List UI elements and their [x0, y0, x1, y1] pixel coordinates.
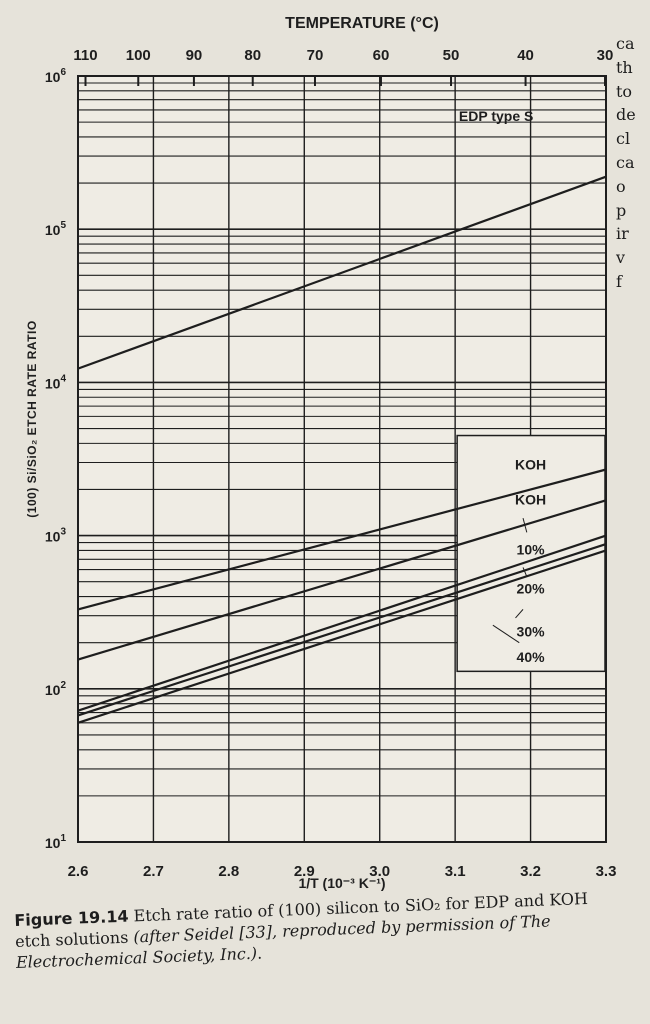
y-tick-label: 102 [45, 680, 67, 698]
grid-layer [77, 75, 607, 843]
temperature-tick-label: 110 [73, 47, 97, 64]
x-tick-label: 3.3 [596, 863, 617, 880]
series-line [77, 534, 607, 712]
chart-title: TEMPERATURE (°C) [285, 15, 439, 32]
koh-concentration-label: KOH [515, 491, 546, 507]
edp-series-label: EDP type S [459, 108, 533, 124]
series-line [77, 549, 607, 724]
x-tick-label: 3.0 [369, 863, 390, 880]
series-line [77, 468, 607, 611]
temperature-tick-label: 60 [373, 47, 390, 64]
koh-concentration-label: 10% [517, 542, 546, 558]
x-tick-label: 2.7 [143, 863, 164, 880]
koh-concentration-label: 20% [517, 580, 546, 596]
y-tick-label: 101 [45, 833, 67, 851]
y-axis-label: (100) Si/SiO₂ ETCH RATE RATIO [25, 320, 39, 517]
series-line [77, 543, 607, 717]
x-axis-label: 1/T (10⁻³ K⁻¹) [298, 875, 385, 891]
x-tick-label: 2.8 [218, 863, 239, 880]
x-tick-label: 2.6 [68, 863, 89, 880]
koh-concentration-label: 30% [517, 623, 546, 639]
y-tick-label: 104 [45, 373, 67, 391]
margin-line: v [616, 248, 626, 268]
margin-line: f [616, 271, 622, 291]
label-leader [522, 567, 528, 577]
label-leader [515, 609, 524, 619]
temperature-tick-label: 40 [517, 47, 534, 64]
koh-concentration-label: 40% [517, 649, 546, 665]
y-tick-label: 103 [45, 527, 67, 545]
label-layer: 110 100 90 80 70 60 50 40 30 TEMPERATURE (°C) 2.6 2… [25, 15, 616, 891]
margin-line: th [616, 57, 633, 77]
adjacent-page-text: ca th to de cl ca o p ir v f [616, 32, 650, 294]
y-tick-label: 105 [45, 220, 67, 238]
temperature-tick-label: 80 [244, 47, 261, 64]
label-leader [492, 624, 520, 644]
margin-line: to [616, 81, 633, 101]
temperature-tick-label: 70 [307, 47, 324, 64]
x-tick-label: 3.2 [520, 863, 541, 880]
margin-line: ca [616, 34, 635, 53]
y-tick-label: 106 [45, 67, 67, 85]
x-tick-label: 2.9 [294, 863, 315, 880]
temperature-tick-label: 100 [126, 47, 151, 64]
margin-line: ca [616, 152, 635, 172]
x-tick-label: 3.1 [445, 863, 466, 880]
series-layer [77, 175, 607, 724]
temperature-tick-label: 30 [597, 47, 614, 64]
series-line [77, 175, 607, 370]
margin-line: ir [616, 224, 629, 244]
series-line [77, 499, 607, 661]
temperature-tick-label: 50 [443, 47, 460, 64]
koh-legend-title: KOH [515, 457, 546, 473]
label-leader [522, 518, 528, 533]
caption-end: . [256, 943, 263, 963]
margin-line: p [616, 200, 627, 220]
caption-label: Figure 19.14 [14, 906, 129, 930]
temperature-tick-label: 90 [186, 47, 203, 64]
margin-line: o [616, 176, 626, 196]
margin-line: de [616, 105, 636, 125]
margin-line: cl [616, 129, 631, 149]
